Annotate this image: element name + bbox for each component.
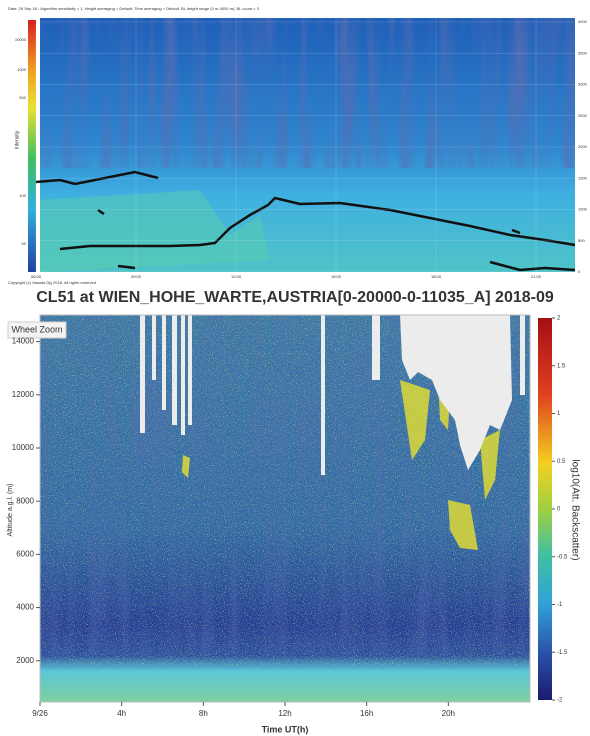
y2-tick-label: 3000 bbox=[578, 82, 588, 87]
y-tick-label: 12000 bbox=[12, 390, 35, 399]
x-tick-label: 12h bbox=[278, 709, 291, 718]
button-bg[interactable] bbox=[7, 321, 67, 339]
header: Date: 26 Sep 18 - Algorithm sensitivity … bbox=[8, 6, 260, 11]
contour bbox=[35, 170, 576, 272]
colorbar-tick-label: -0.5 bbox=[557, 554, 568, 560]
title: CL51 at WIEN_HOHE_WARTE,AUSTRIA[0-20000-… bbox=[36, 289, 554, 306]
y-tick-label: 500 bbox=[19, 95, 26, 100]
y2-tick-label: 1000 bbox=[578, 207, 588, 212]
colorbar-tick-label: 1.5 bbox=[557, 363, 566, 369]
x-tick-label: 06:00 bbox=[31, 274, 42, 279]
y2-tick-label: 1500 bbox=[578, 175, 588, 180]
x-tick-label: 16h bbox=[360, 709, 373, 718]
y2-tick-label: 4000 bbox=[578, 19, 588, 24]
no-signal bbox=[140, 315, 525, 475]
x-tick-label: 8h bbox=[199, 709, 208, 718]
texture bbox=[40, 18, 575, 168]
colorbar bbox=[28, 20, 36, 272]
y-axis-label: Altitude a.g.l. (m) bbox=[7, 484, 14, 537]
y-tick-label: 4000 bbox=[16, 603, 34, 612]
texture bbox=[40, 190, 270, 272]
x-tick-label: 20h bbox=[442, 709, 455, 718]
x-tick-label: 4h bbox=[117, 709, 126, 718]
colorbar-tick-label: 1 bbox=[557, 411, 561, 417]
y-tick-label: 6000 bbox=[16, 549, 34, 558]
x-tick-label: 21:00 bbox=[531, 274, 542, 279]
y-tick-label: 50 bbox=[22, 241, 27, 246]
y2-tick-label: 500 bbox=[578, 238, 585, 243]
y2-tick-label: 3500 bbox=[578, 50, 588, 55]
colorbar-tick-label: -2 bbox=[557, 698, 563, 704]
y-tick-label: 2000 bbox=[16, 656, 34, 665]
button-label[interactable]: Wheel Zoom bbox=[11, 324, 62, 334]
y2-tick-label: 2000 bbox=[578, 144, 588, 149]
y-tick-label: 10000 bbox=[15, 37, 27, 42]
colorbar-tick-label: -1.5 bbox=[557, 650, 568, 656]
x-tick-label: 09:00 bbox=[131, 274, 142, 279]
y-axis-label: Intensity bbox=[14, 130, 20, 149]
colorbar-tick-label: 0.5 bbox=[557, 459, 566, 465]
x-tick-label: 15:00 bbox=[331, 274, 342, 279]
x-tick-label: 9/26 bbox=[32, 709, 48, 718]
y-tick-label: 8000 bbox=[16, 496, 34, 505]
colorbar-tick-label: -1 bbox=[557, 602, 563, 608]
colorbar-label: log10(Att. Backscatter) bbox=[569, 459, 580, 560]
y-tick-label: 100 bbox=[19, 193, 26, 198]
colorbar-tick-label: 0 bbox=[557, 507, 561, 513]
y2-tick-label: 0 bbox=[578, 269, 581, 274]
x-tick-label: 18:00 bbox=[431, 274, 442, 279]
colorbar-tick-label: 2 bbox=[557, 316, 561, 322]
x-axis-label: Time UT(h) bbox=[262, 724, 309, 734]
y-tick-label: 10000 bbox=[12, 443, 35, 452]
colorbar bbox=[538, 318, 552, 700]
button[interactable]: Wheel Zoom bbox=[7, 321, 67, 339]
y2-tick-label: 2500 bbox=[578, 113, 588, 118]
y-tick-label: 1000 bbox=[17, 67, 27, 72]
footer: Copyright (c) Vaisala Oyj 2018. All righ… bbox=[8, 280, 97, 285]
x-tick-label: 12:00 bbox=[231, 274, 242, 279]
y-tick-label: 14000 bbox=[12, 337, 35, 346]
